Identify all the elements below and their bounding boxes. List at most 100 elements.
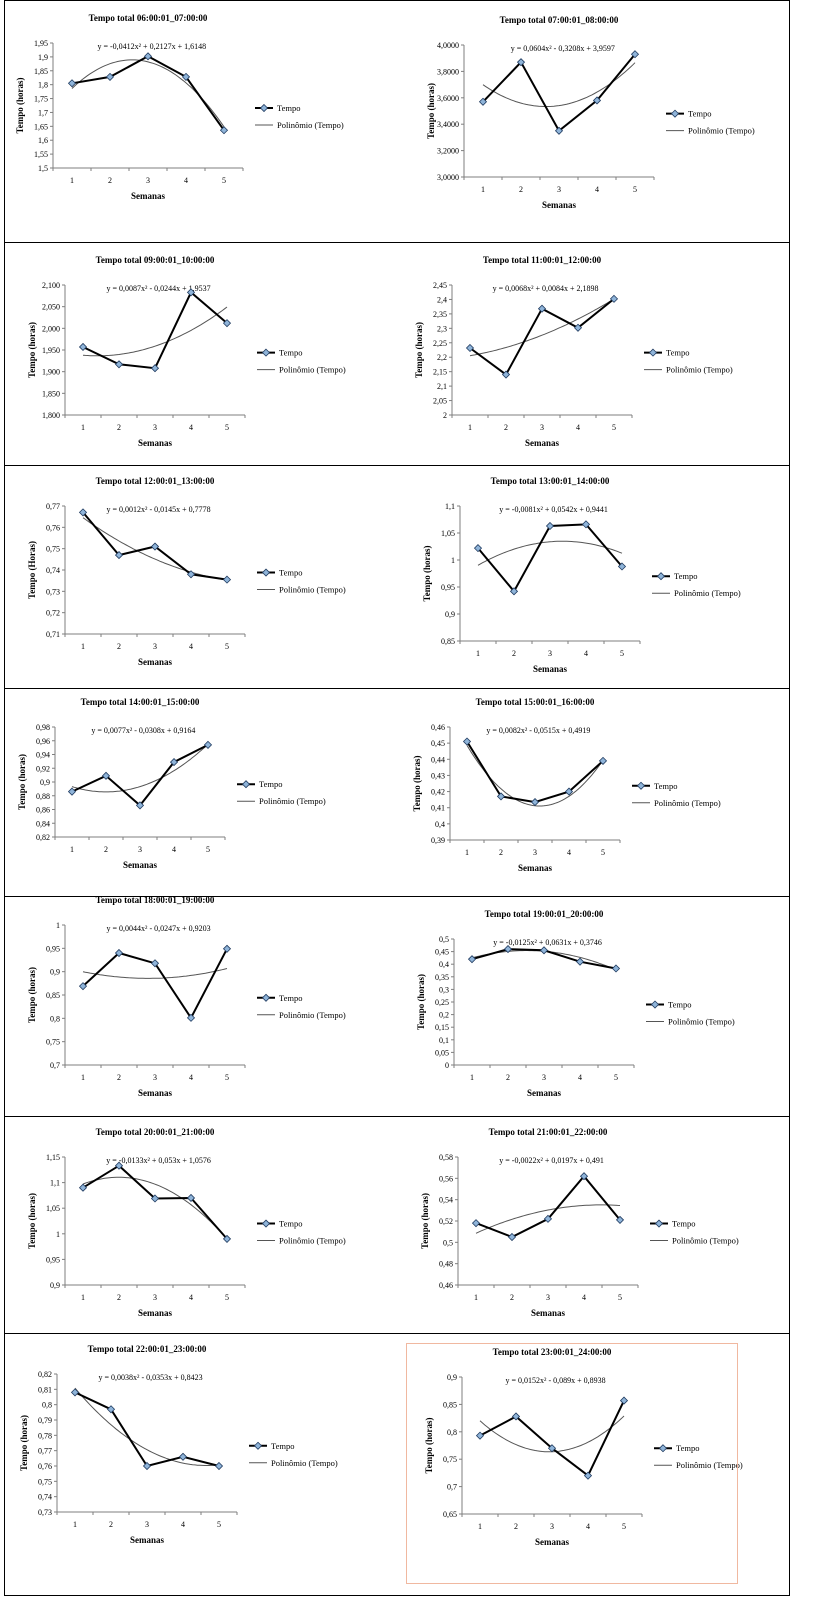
legend-label-polinomio: Polinômio (Tempo) — [672, 1236, 739, 1246]
x-tick-label: 5 — [222, 176, 226, 185]
y-tick-label: 0,73 — [38, 1508, 52, 1517]
x-tick-label: 1 — [474, 1293, 478, 1302]
x-axis-title: Semanas — [130, 1535, 165, 1545]
chart-cell-11: Tempo total 20:00:01_21:00:00 y = -0,0133… — [5, 1117, 398, 1333]
legend-label-tempo: Tempo — [279, 993, 302, 1003]
data-point-tempo — [150, 364, 160, 373]
chart-title: Tempo total 20:00:01_21:00:00 — [96, 1127, 215, 1137]
x-axis-title: Semanas — [525, 438, 560, 448]
y-tick-label: 2,000 — [42, 324, 60, 333]
chart-title: Tempo total 19:00:01_20:00:00 — [485, 909, 604, 919]
y-tick-label: 0,96 — [36, 737, 50, 746]
x-tick-label: 4 — [595, 185, 599, 194]
legend-label-tempo: Tempo — [279, 568, 302, 578]
legend-label-polinomio: Polinômio (Tempo) — [259, 796, 326, 806]
y-axis-title: Tempo (horas) — [15, 78, 25, 134]
data-point-tempo — [78, 1183, 88, 1192]
data-point-tempo — [169, 757, 179, 767]
x-tick-label: 4 — [189, 642, 193, 651]
trendline-polinomio — [82, 1176, 228, 1240]
y-axis-title: Tempo (Horas) — [27, 541, 37, 599]
x-tick-label: 2 — [108, 176, 112, 185]
x-tick-label: 3 — [546, 1293, 550, 1302]
data-point-tempo — [617, 562, 627, 571]
y-tick-label: 0,95 — [46, 944, 60, 953]
y-tick-label: 0,48 — [439, 1260, 453, 1269]
x-axis-title: Semanas — [518, 863, 553, 873]
y-tick-label: 0,3 — [439, 985, 449, 994]
x-tick-label: 2 — [514, 1522, 518, 1531]
y-tick-label: 0,95 — [46, 1255, 60, 1264]
trendline-equation: y = 0,0087x² - 0,0244x + 1,9537 — [107, 284, 211, 293]
legend-label-polinomio: Polinômio (Tempo) — [279, 585, 346, 595]
data-point-tempo — [219, 126, 229, 135]
data-point-tempo — [114, 551, 124, 560]
data-point-tempo — [592, 96, 602, 105]
y-tick-label: 1,55 — [34, 150, 48, 159]
trendline-equation: y = 0,0038x² - 0,0353x + 0,8423 — [99, 1373, 203, 1382]
y-tick-label: 0,73 — [46, 587, 60, 596]
chart-title: Tempo total 14:00:01_15:00:00 — [81, 697, 200, 707]
x-tick-label: 2 — [117, 642, 121, 651]
y-tick-label: 0,7 — [50, 1061, 60, 1070]
legend-label-tempo: Tempo — [668, 1000, 691, 1010]
series-line-tempo — [482, 53, 636, 133]
y-tick-label: 3,8000 — [437, 67, 459, 76]
legend-label-tempo: Tempo — [688, 109, 711, 119]
x-tick-label: 1 — [81, 1073, 85, 1082]
data-point-tempo — [496, 792, 506, 801]
x-tick-label: 3 — [548, 649, 552, 658]
y-tick-label: 1,95 — [34, 39, 48, 48]
y-tick-label: 1,800 — [42, 411, 60, 420]
y-axis-title: Tempo (horas) — [420, 1193, 430, 1249]
y-axis-title: Tempo (horas) — [412, 756, 422, 812]
data-point-tempo — [150, 542, 160, 551]
y-axis-title: Tempo (horas) — [414, 322, 424, 378]
x-tick-label: 3 — [550, 1522, 554, 1531]
legend-label-polinomio: Polinômio (Tempo) — [279, 365, 346, 375]
x-tick-label: 3 — [153, 423, 157, 432]
x-tick-label: 1 — [81, 1293, 85, 1302]
data-point-tempo — [475, 1431, 485, 1440]
x-tick-label: 4 — [584, 649, 588, 658]
legend-label-polinomio: Polinômio (Tempo) — [277, 120, 344, 130]
y-tick-label: 1,8 — [38, 81, 48, 90]
data-point-tempo — [467, 955, 477, 964]
legend-marker-tempo — [261, 993, 271, 1002]
chart-title: Tempo total 07:00:01_08:00:00 — [500, 15, 619, 25]
chart-9: Tempo total 18:00:01_19:00:00y = 0,0044x… — [27, 895, 346, 1098]
y-tick-label: 0,76 — [38, 1462, 52, 1471]
y-tick-label: 0,5 — [439, 935, 449, 944]
x-tick-label: 2 — [512, 649, 516, 658]
x-axis-title: Semanas — [533, 664, 568, 674]
y-tick-label: 0,4 — [435, 820, 445, 829]
y-tick-label: 0,45 — [431, 739, 445, 748]
y-tick-label: 1 — [56, 921, 60, 930]
data-point-tempo — [630, 50, 640, 59]
legend-label-tempo: Tempo — [279, 1219, 302, 1229]
y-tick-label: 0,43 — [431, 771, 445, 780]
y-tick-label: 0,74 — [38, 1493, 52, 1502]
x-tick-label: 5 — [225, 642, 229, 651]
y-tick-label: 1,5 — [38, 164, 48, 173]
x-tick-label: 1 — [481, 185, 485, 194]
data-point-tempo — [70, 1388, 80, 1397]
data-point-tempo — [462, 737, 472, 746]
trendline-equation: y = 0,0077x² - 0,0308x + 0,9164 — [91, 726, 195, 735]
y-tick-label: 2,35 — [433, 310, 447, 319]
y-tick-label: 1,65 — [34, 122, 48, 131]
x-tick-label: 2 — [506, 1073, 510, 1082]
chart-cell-8: Tempo total 15:00:01_16:00:00 y = 0,0082x… — [398, 689, 791, 896]
series-line-tempo — [479, 1400, 625, 1478]
data-point-tempo — [135, 801, 145, 810]
y-tick-label: 2,2 — [437, 353, 447, 362]
y-tick-label: 1 — [56, 1230, 60, 1239]
y-tick-label: 1,950 — [42, 346, 60, 355]
y-tick-label: 2,4 — [437, 295, 447, 304]
data-point-tempo — [511, 1412, 521, 1421]
data-point-tempo — [619, 1396, 629, 1405]
data-point-tempo — [222, 944, 232, 953]
data-point-tempo — [598, 756, 608, 765]
data-point-tempo — [67, 79, 77, 88]
x-tick-label: 4 — [586, 1522, 590, 1531]
